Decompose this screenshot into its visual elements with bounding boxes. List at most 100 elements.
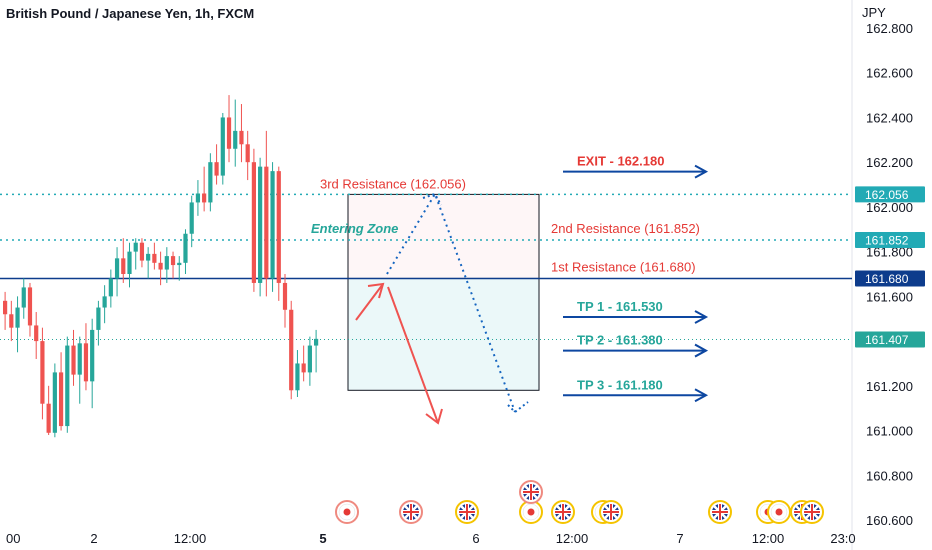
y-axis: 162.800 162.600 162.400 162.200 162.000 161.8… (866, 21, 913, 528)
price-tag-bg (855, 331, 925, 348)
event-jp-flag-icon[interactable] (767, 500, 791, 524)
candle-body (58, 372, 64, 427)
candle-body (282, 282, 288, 310)
y-tick-label: 161.600 (866, 289, 913, 304)
y-tick-label: 161.000 (866, 424, 913, 439)
price-tag-text: 161.852 (865, 234, 909, 248)
tp1-label: TP 1 - 161.530 (577, 299, 663, 314)
candle-body (258, 166, 263, 283)
candle-body (52, 372, 57, 433)
exit-label: EXIT - 162.180 (577, 154, 664, 169)
y-tick-label: 162.000 (866, 200, 913, 215)
down-arrow (387, 286, 439, 424)
candle-body (102, 296, 107, 308)
x-tick-label: 12:00 (752, 531, 785, 546)
resistance-1-label: 1st Resistance (161.680) (551, 259, 696, 274)
candle-body (195, 193, 201, 203)
candle-body (270, 171, 275, 279)
projection-path (386, 191, 516, 413)
candle-body (152, 253, 157, 263)
event-gb-flag-icon[interactable] (551, 500, 575, 524)
candle-body (96, 307, 101, 330)
economic-events[interactable] (335, 480, 824, 524)
annotations: 3rd Resistance (162.056) 2nd Resistance … (311, 154, 700, 393)
tp2-label: TP 2 - 161.380 (577, 333, 663, 348)
candle-body (295, 363, 300, 391)
projection-arrows (355, 164, 709, 425)
up-arrow-head (367, 282, 385, 299)
y-tick-label: 161.800 (866, 245, 913, 260)
candle-body (276, 171, 281, 283)
flag-dot (775, 508, 783, 516)
resistance-zone-rect (347, 193, 540, 279)
price-tag-bg (855, 270, 925, 287)
candle-body (307, 345, 312, 373)
resistance-2-label: 2nd Resistance (161.852) (551, 221, 700, 236)
candle-body (34, 325, 39, 342)
candle-body (251, 162, 256, 283)
x-tick-label: 00 (6, 531, 20, 546)
event-gb-flag-icon[interactable] (519, 480, 543, 504)
candle-body (15, 307, 20, 328)
candle-body (121, 258, 126, 274)
entering-zone-label: Entering Zone (311, 221, 398, 236)
candle-body (226, 117, 232, 149)
candle-body (158, 262, 163, 270)
candle-body (164, 256, 169, 270)
candle-body (83, 343, 89, 382)
candle-body (3, 300, 8, 315)
candle-body (177, 262, 182, 266)
event-jp-flag-icon[interactable] (335, 500, 359, 524)
candle-body (189, 202, 194, 234)
y-tick-label: 160.800 (866, 468, 913, 483)
candle-body (233, 130, 238, 149)
candle-body (289, 309, 294, 391)
tp3-arrow-head (694, 388, 709, 403)
exit-arrow-head (694, 164, 709, 179)
candle-body (202, 193, 207, 203)
candle-body (183, 233, 188, 263)
candle-body (208, 162, 213, 203)
candle-body (146, 253, 151, 261)
x-tick-label: 7 (676, 531, 683, 546)
flag-dot (343, 508, 351, 516)
y-tick-label: 161.200 (866, 379, 913, 394)
price-tag-bg (855, 186, 925, 203)
x-tick-label: 12:00 (174, 531, 207, 546)
event-gb-flag-icon[interactable] (399, 500, 423, 524)
candle-body (71, 345, 76, 375)
tp2-arrow-head (694, 343, 709, 358)
candle-body (108, 278, 113, 297)
candle-body (46, 403, 51, 433)
currency-label: JPY (862, 5, 886, 20)
price-tag-text: 161.680 (865, 272, 909, 286)
candle-body (139, 242, 145, 261)
price-tag-bg (855, 232, 925, 249)
event-gb-flag-icon[interactable] (800, 500, 824, 524)
tp3-label: TP 3 - 161.180 (577, 377, 663, 392)
candle-body (127, 251, 132, 274)
projection-head-down (507, 401, 529, 414)
price-tags: 162.056 161.852 161.680 161.407 (855, 186, 925, 348)
x-axis: 00 2 12:00 5 6 12:00 7 12:00 23:0 (6, 531, 856, 546)
price-tag-text: 162.056 (865, 188, 909, 202)
candle-body (301, 363, 306, 373)
y-tick-label: 162.600 (866, 66, 913, 81)
event-gb-flag-icon[interactable] (455, 500, 479, 524)
candle-body (133, 242, 138, 252)
event-gb-flag-icon[interactable] (599, 500, 623, 524)
up-arrow (355, 283, 384, 321)
candle-body (214, 162, 219, 176)
price-levels (0, 193, 852, 341)
candle-body (27, 287, 33, 326)
event-jp-flag-icon[interactable] (519, 500, 543, 524)
candle-body (21, 287, 26, 308)
candle-body (314, 338, 319, 346)
candle-body (220, 117, 225, 176)
candle-body (170, 256, 176, 266)
candle-body (9, 314, 14, 328)
event-gb-flag-icon[interactable] (708, 500, 732, 524)
candles (3, 95, 319, 438)
candle-body (264, 166, 269, 279)
